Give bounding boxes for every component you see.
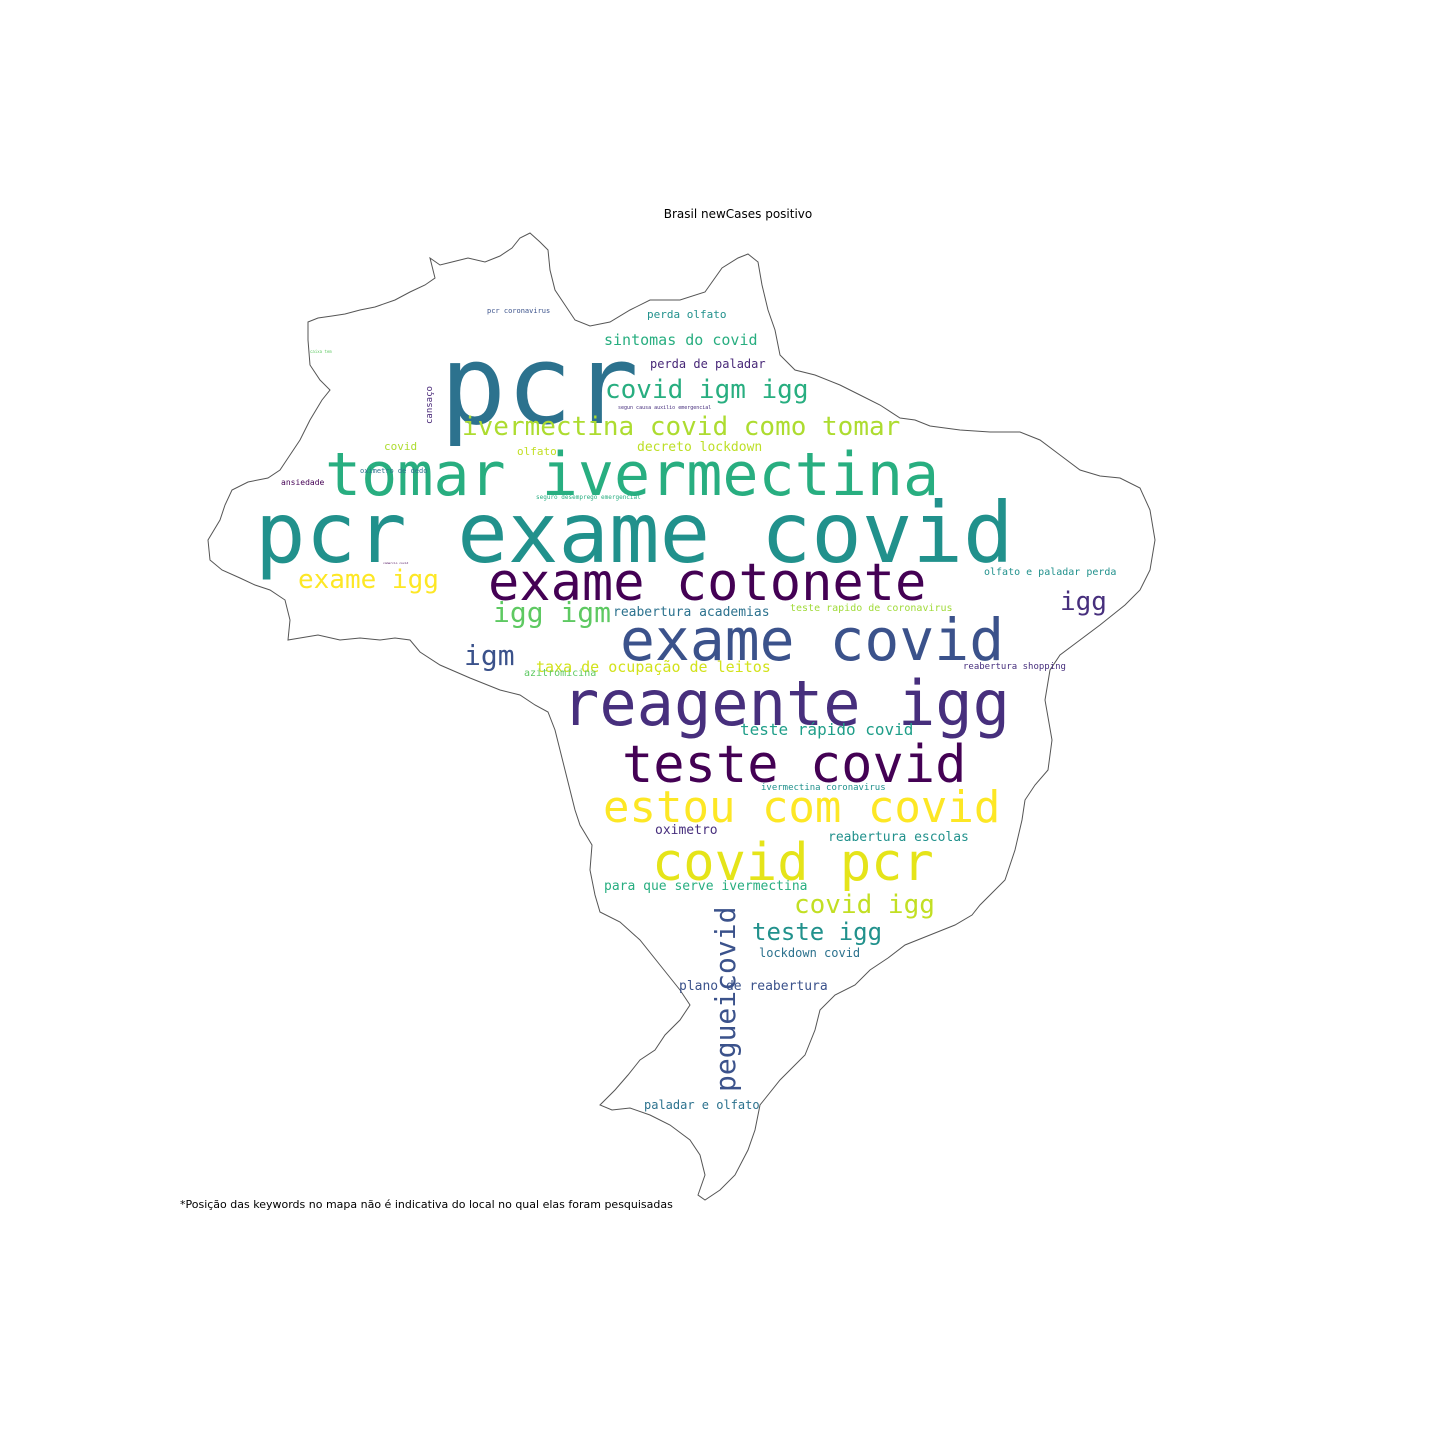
word-20: decreto lockdown — [637, 440, 762, 455]
word-40: seguro desemprego emergencial — [536, 494, 641, 501]
word-25: reabertura escolas — [828, 830, 969, 845]
word-3: exame cotonete — [488, 553, 926, 613]
word-16: covid igg — [794, 890, 935, 920]
word-18: sintomas do covid — [604, 331, 758, 349]
word-11: exame igg — [298, 565, 439, 595]
word-30: perda olfato — [647, 308, 726, 321]
word-42: pcr coronavirus — [487, 307, 550, 315]
word-5: reagente igg — [562, 667, 1010, 740]
word-28: plano de reabertura — [679, 979, 828, 994]
word-24: oximetro — [655, 823, 718, 838]
word-41: cansaço — [425, 386, 435, 424]
word-31: olfato e paladar perda — [984, 567, 1116, 578]
word-4: exame covid — [620, 606, 1004, 674]
word-0: pcr — [440, 321, 639, 449]
word-33: azitromicina — [524, 668, 596, 679]
word-22: teste rápido covid — [740, 720, 913, 739]
word-45: comercio covid — [383, 561, 408, 565]
word-9: ivermectina covid como tomar — [462, 412, 900, 442]
word-39: oximetro de dedo — [360, 467, 427, 475]
word-44: caixa tem — [310, 349, 332, 354]
word-19: perda de paladar — [650, 357, 766, 371]
word-27: lockdown covid — [759, 946, 860, 960]
word-2: tomar ivermectina — [325, 440, 939, 510]
word-14: igg — [1060, 587, 1107, 617]
footnote: *Posição das keywords no mapa não é indi… — [180, 1198, 673, 1211]
word-32: teste rapido de coronavirus — [790, 603, 953, 614]
word-37: olfato — [517, 445, 557, 458]
word-43: segun causa auxilio emergencial — [618, 405, 711, 411]
word-8: covid pcr — [652, 833, 934, 893]
word-13: igm — [464, 639, 515, 672]
word-35: ivermectina coronavirus — [761, 783, 886, 793]
word-7: estou com covid — [603, 782, 1000, 833]
chart-title: Brasil newCases positivo — [663, 207, 813, 221]
word-10: covid igm igg — [605, 375, 809, 405]
word-17: teste igg — [752, 918, 882, 946]
word-15: pegueicovid — [709, 907, 742, 1092]
word-6: teste covid — [622, 735, 966, 795]
word-12: igg igm — [493, 596, 611, 629]
word-26: para que serve ivermectina — [604, 879, 808, 894]
word-23: reabertura academias — [613, 605, 770, 620]
brazil-map-outline — [207, 232, 1156, 1201]
word-21: taxa de ocupação de leitos — [536, 658, 771, 676]
word-38: ansiedade — [281, 478, 325, 487]
word-29: paladar e olfato — [644, 1098, 760, 1112]
word-34: reabertura shopping — [963, 662, 1066, 672]
word-36: covid — [384, 440, 417, 453]
word-1: pcr exame covid — [255, 484, 1014, 582]
